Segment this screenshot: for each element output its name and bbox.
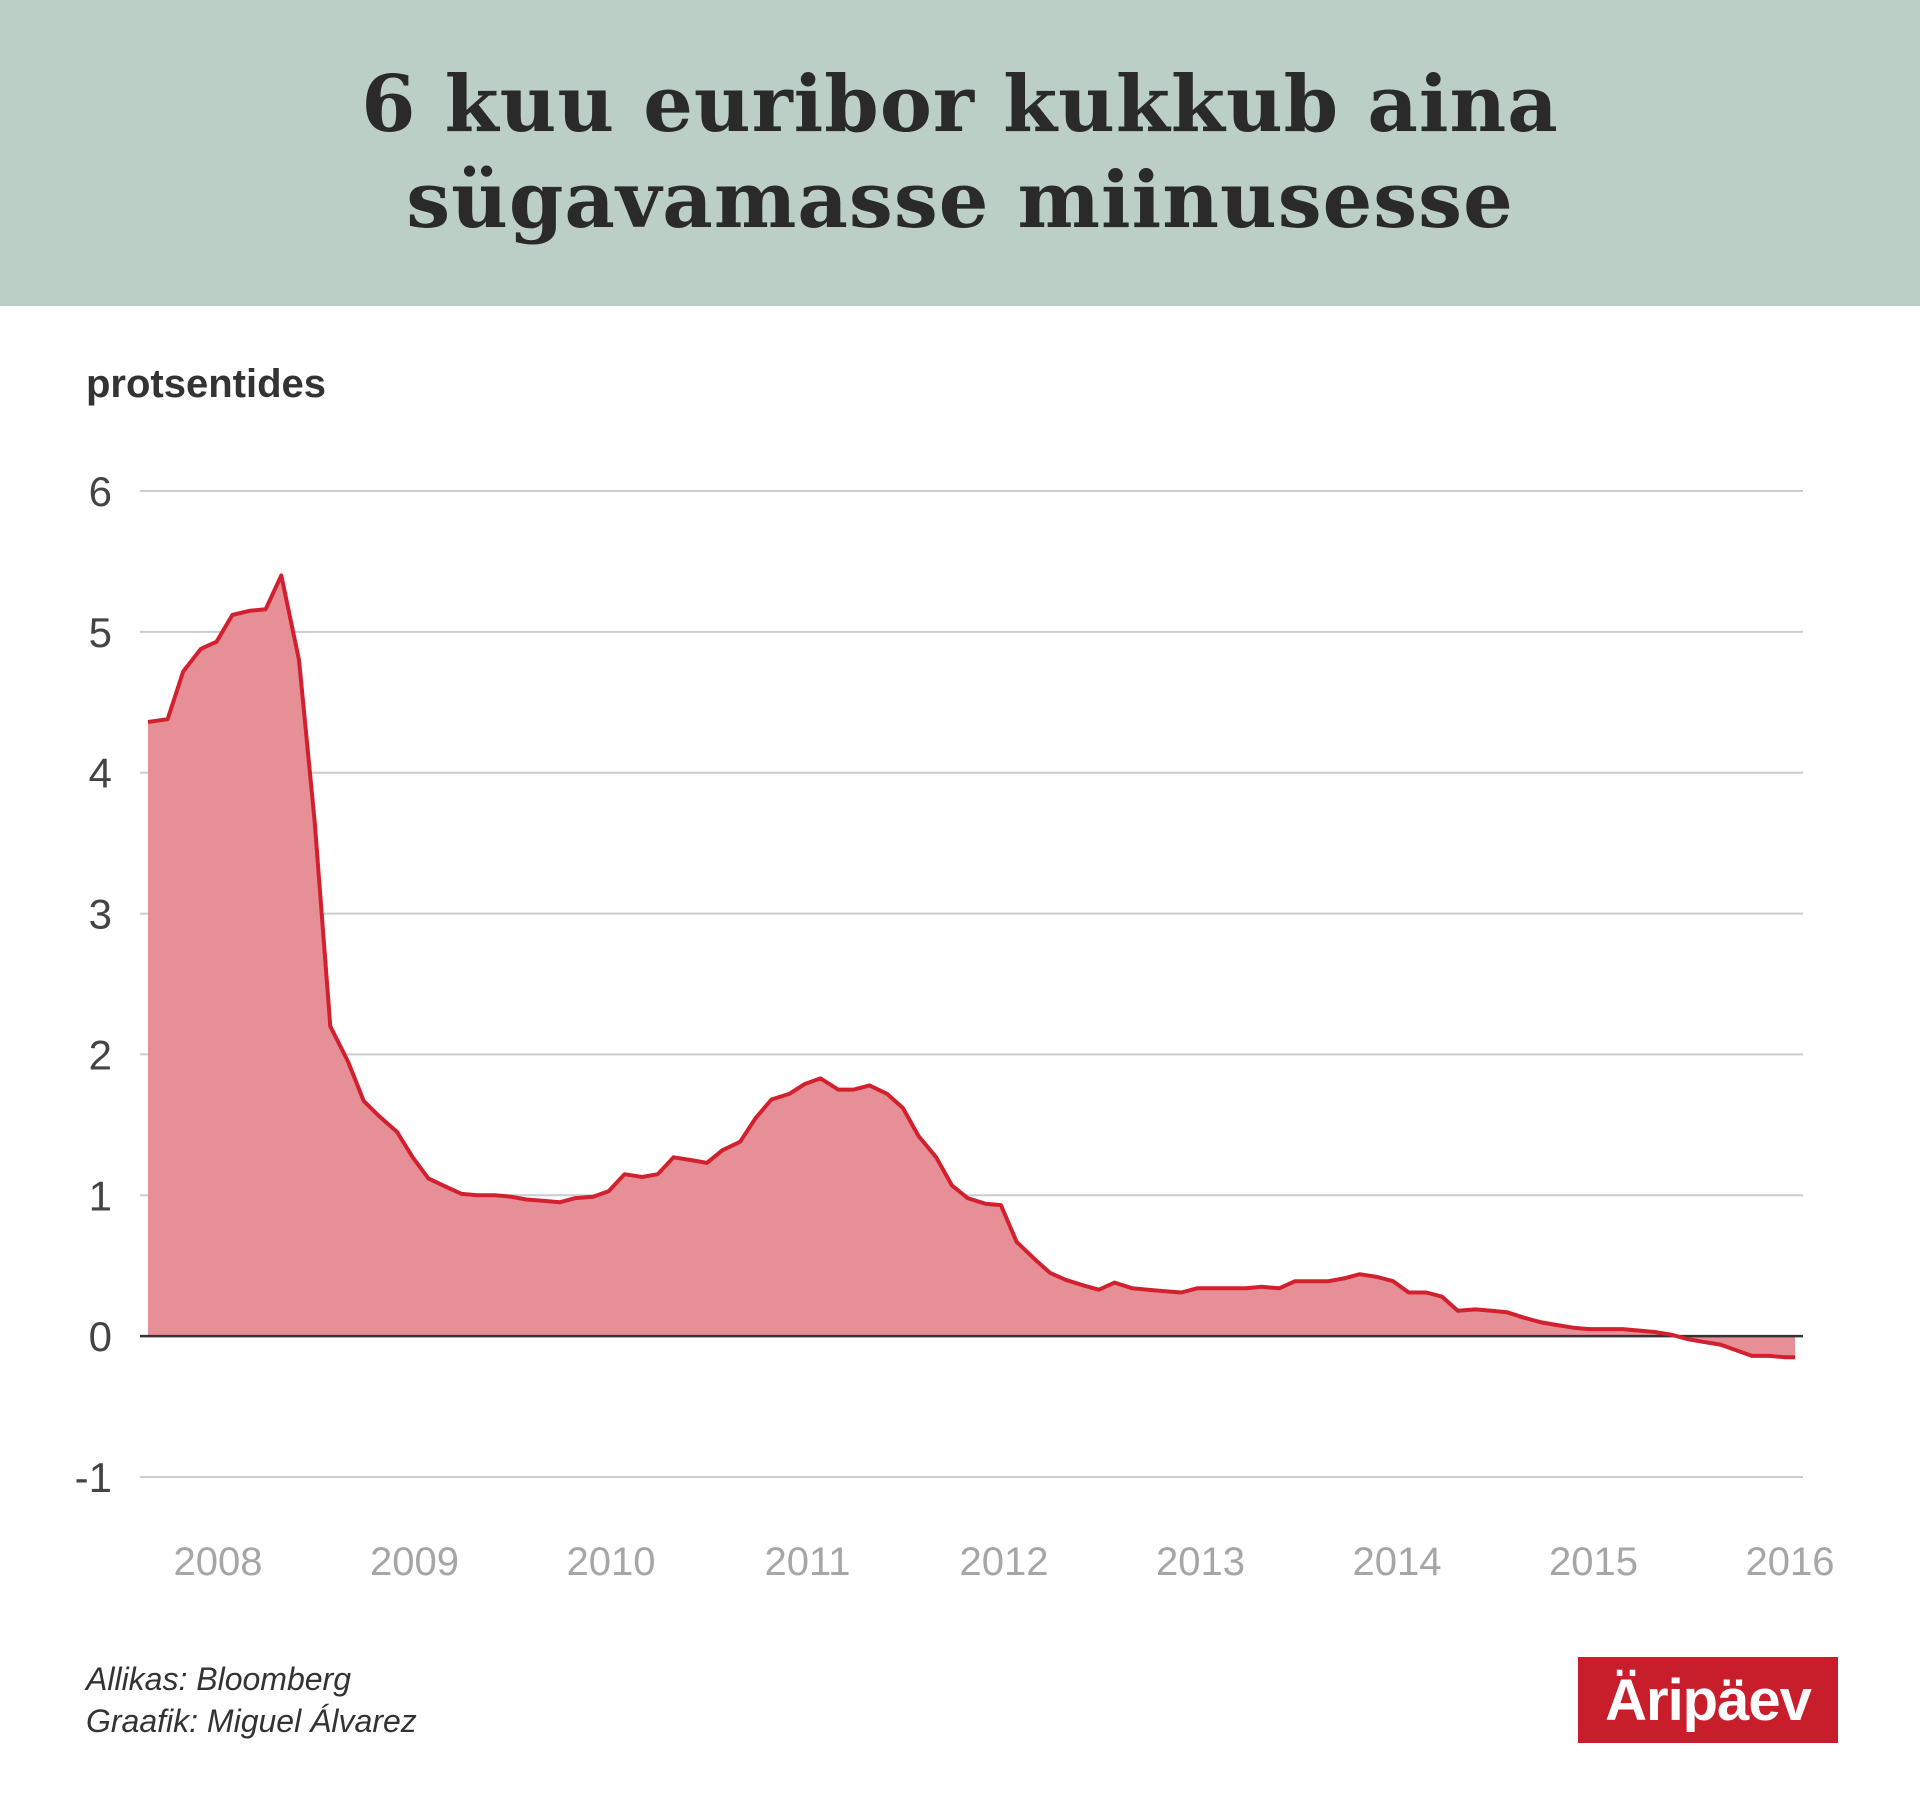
header-banner: 6 kuu euribor kukkub aina sügavamasse mi… [0,0,1920,306]
y-tick-label: 3 [89,891,112,938]
y-tick-label: 1 [89,1172,112,1219]
x-tick-label: 2014 [1353,1540,1442,1584]
x-tick-label: 2016 [1746,1540,1835,1584]
x-tick-label: 2011 [764,1540,850,1584]
x-tick-label: 2009 [370,1540,459,1584]
y-axis-label: protsentides [86,362,327,406]
y-tick-label: 0 [89,1313,112,1360]
y-tick-label: 2 [89,1031,112,1078]
x-tick-label: 2015 [1549,1540,1638,1584]
x-tick-label: 2008 [174,1540,263,1584]
series-points [147,575,1796,1358]
graphic-credit: Graafik: Miguel Álvarez [86,1703,417,1739]
y-tick-label: 4 [89,750,112,797]
chart-title-line-1: 6 kuu euribor kukkub aina [361,59,1559,150]
chart-title-line-2: sügavamasse miinusesse [406,155,1514,246]
y-axis-ticks: 6 5 4 3 2 1 0 -1 [75,468,112,1501]
series-area [148,575,1795,1358]
y-tick-label: 5 [89,609,112,656]
source-note: Allikas: Bloomberg [86,1661,351,1697]
aripaev-logo: Äripäev [1578,1657,1838,1743]
x-tick-label: 2012 [960,1540,1049,1584]
series-line [147,573,1795,1360]
grid-lines [140,490,1803,1478]
chart-footer: Allikas: Bloomberg Graafik: Miguel Álvar… [86,1658,417,1742]
x-tick-label: 2010 [567,1540,656,1584]
x-axis-ticks: 2008 2009 2010 2011 2012 2013 2014 2015 2016 [174,1540,1835,1584]
y-tick-label: 6 [89,468,112,515]
x-tick-label: 2013 [1156,1540,1245,1584]
y-tick-label: -1 [75,1454,112,1501]
